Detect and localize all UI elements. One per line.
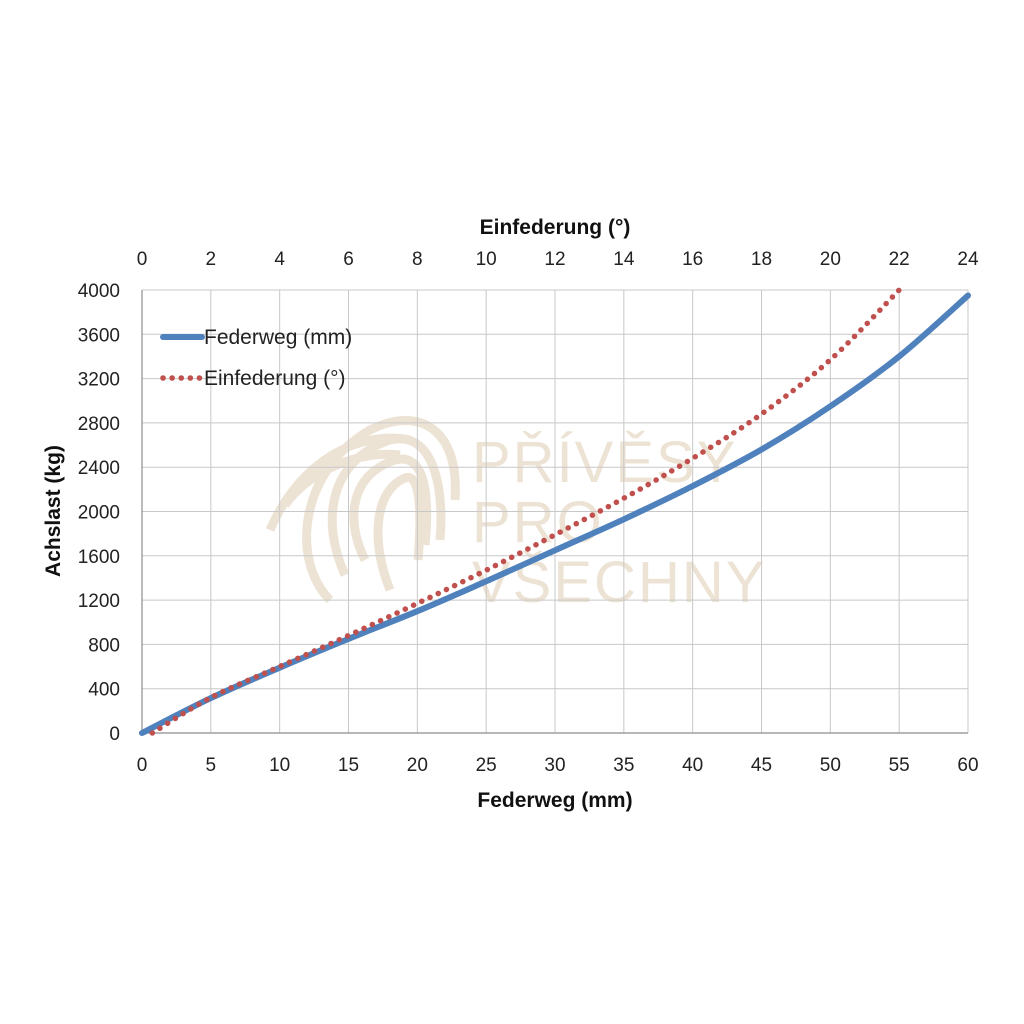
x-top-tick-label: 24 xyxy=(957,249,979,270)
y-tick-label: 400 xyxy=(88,680,120,701)
y-tick-label: 3200 xyxy=(78,370,120,391)
x-top-tick-label: 16 xyxy=(682,249,703,270)
x-top-tick-label: 4 xyxy=(274,249,285,270)
x-bottom-tick-label: 30 xyxy=(544,755,565,776)
y-tick-label: 4000 xyxy=(78,281,120,302)
series-line-einfederung xyxy=(149,287,902,736)
y-tick-label: 1600 xyxy=(78,547,120,568)
legend-label-federweg: Federweg (mm) xyxy=(204,326,352,349)
x-bottom-tick-label: 25 xyxy=(476,755,497,776)
gridlines xyxy=(141,289,969,734)
watermark-line-3: VŠECHNY xyxy=(472,550,766,615)
x-axis-title-top: Einfederung (°) xyxy=(480,216,631,239)
y-tick-labels: 0 400 800 1200 1600 2000 2400 2800 3200 3600 4000 xyxy=(78,281,120,745)
y-tick-label: 800 xyxy=(88,635,120,656)
x-top-tick-label: 22 xyxy=(889,249,910,270)
x-bottom-tick-label: 10 xyxy=(269,755,290,776)
x-top-tick-label: 10 xyxy=(476,249,497,270)
x-bottom-tick-label: 15 xyxy=(338,755,359,776)
x-bottom-tick-label: 40 xyxy=(682,755,703,776)
legend-label-einfederung: Einfederung (°) xyxy=(204,367,345,390)
watermark-logo-icon xyxy=(265,416,460,604)
y-tick-label: 3600 xyxy=(78,325,120,346)
y-tick-label: 2000 xyxy=(78,503,120,524)
x-top-tick-label: 2 xyxy=(206,249,217,270)
y-tick-label: 0 xyxy=(109,724,120,745)
y-tick-label: 1200 xyxy=(78,591,120,612)
x-top-tick-label: 20 xyxy=(820,249,841,270)
y-tick-label: 2800 xyxy=(78,414,120,435)
x-top-tick-label: 14 xyxy=(613,249,635,270)
x-bottom-tick-label: 60 xyxy=(957,755,978,776)
x-top-tick-label: 8 xyxy=(412,249,423,270)
x-top-tick-label: 6 xyxy=(343,249,354,270)
x-bottom-tick-label: 5 xyxy=(206,755,217,776)
x-bottom-tick-label: 45 xyxy=(751,755,772,776)
legend: Federweg (mm) Einfederung (°) xyxy=(160,326,352,390)
x-bottom-tick-label: 55 xyxy=(889,755,910,776)
x-bottom-tick-label: 35 xyxy=(613,755,634,776)
x-bottom-tick-label: 0 xyxy=(137,755,148,776)
y-tick-label: 2400 xyxy=(78,458,120,479)
x-bottom-tick-label: 20 xyxy=(407,755,428,776)
series-layer xyxy=(139,287,971,736)
x-top-tick-labels: 0 2 4 6 8 10 12 14 16 18 20 22 24 xyxy=(137,249,979,270)
plot-frame xyxy=(141,290,968,734)
x-top-tick-label: 12 xyxy=(544,249,565,270)
x-bottom-tick-labels: 0 5 10 15 20 25 30 35 40 45 50 55 60 xyxy=(137,755,979,776)
x-top-tick-label: 0 xyxy=(137,249,148,270)
x-axis-title-bottom: Federweg (mm) xyxy=(477,789,632,812)
x-bottom-tick-label: 50 xyxy=(820,755,841,776)
y-axis-title: Achslast (kg) xyxy=(42,445,65,577)
watermark: PŘÍVĚSY PRO VŠECHNY xyxy=(265,416,766,615)
x-top-tick-label: 18 xyxy=(751,249,772,270)
